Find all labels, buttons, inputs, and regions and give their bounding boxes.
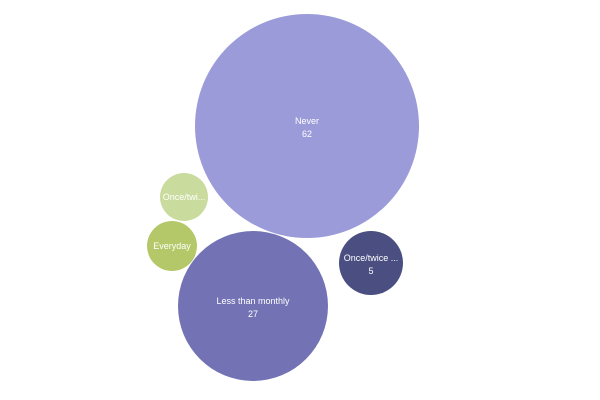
- bubble-once-twi[interactable]: Once/twi...: [160, 173, 208, 221]
- bubble-once-twice[interactable]: Once/twice ... 5: [339, 231, 403, 295]
- bubble-value-label: 5: [368, 266, 373, 276]
- bubble-circle[interactable]: [195, 14, 419, 238]
- bubble-never[interactable]: Never 62: [195, 14, 419, 238]
- bubble-label: Once/twice ...: [344, 253, 399, 263]
- bubble-circle[interactable]: [178, 231, 328, 381]
- bubble-less-than-monthly[interactable]: Less than monthly 27: [178, 231, 328, 381]
- bubble-circle[interactable]: [160, 173, 208, 221]
- bubble-label: Everyday: [153, 241, 191, 251]
- bubble-label: Once/twi...: [163, 192, 206, 202]
- bubble-circle[interactable]: [147, 221, 197, 271]
- bubble-value-label: 62: [302, 129, 312, 139]
- bubble-value-label: 27: [248, 309, 258, 319]
- bubble-label: Never: [295, 116, 319, 126]
- bubble-everyday[interactable]: Everyday: [147, 221, 197, 271]
- bubble-label: Less than monthly: [216, 296, 290, 306]
- bubble-circle[interactable]: [339, 231, 403, 295]
